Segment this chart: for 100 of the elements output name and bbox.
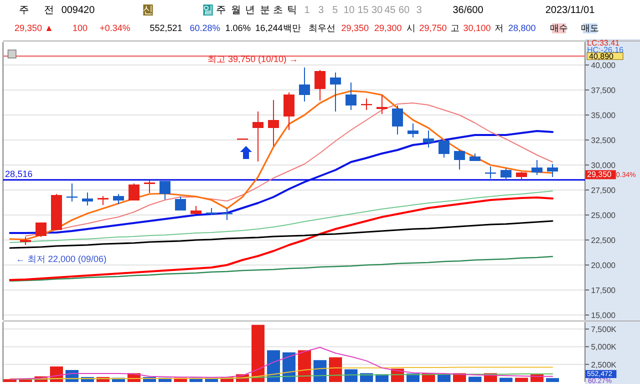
y-tick-label: 5,000K bbox=[591, 342, 618, 352]
bar bbox=[344, 369, 358, 382]
line-series bbox=[10, 190, 553, 243]
text: 36/600 bbox=[452, 5, 484, 16]
text: 2023/11/01 bbox=[545, 5, 596, 16]
text: 초 bbox=[273, 5, 283, 16]
candlestick bbox=[346, 82, 356, 110]
text: 월 bbox=[231, 5, 241, 16]
text: 1 bbox=[304, 5, 310, 16]
candlestick bbox=[547, 164, 558, 178]
text: 60.28% bbox=[190, 23, 220, 33]
text: HC:-26.16 bbox=[587, 46, 624, 54]
candlestick bbox=[252, 111, 264, 162]
text: 60 bbox=[398, 5, 410, 16]
line-series bbox=[9, 196, 554, 281]
candlestick bbox=[408, 123, 418, 138]
text: 5 bbox=[332, 5, 338, 16]
candlestick bbox=[36, 222, 46, 238]
text: 년 bbox=[245, 5, 255, 16]
bar bbox=[515, 378, 528, 382]
y-tick-label: 15,000 bbox=[591, 311, 616, 320]
candlestick bbox=[500, 168, 512, 180]
text: 552,521 bbox=[150, 23, 182, 33]
text: LC:33.41 bbox=[587, 38, 620, 48]
text: 고 bbox=[450, 23, 460, 33]
bar bbox=[298, 350, 311, 382]
y-tick-label: 2,500K bbox=[591, 360, 618, 370]
candlestick bbox=[423, 130, 434, 148]
candlestick bbox=[314, 70, 326, 101]
text: 15 bbox=[357, 5, 369, 16]
text: 28,800 bbox=[508, 23, 536, 33]
y-tick-label: 40,000 bbox=[591, 61, 616, 70]
candlestick bbox=[82, 192, 93, 206]
text: +0.34% bbox=[100, 23, 130, 33]
candlestick bbox=[532, 160, 542, 176]
text: 009420 bbox=[61, 5, 96, 16]
candlestick bbox=[144, 180, 155, 194]
text: 30,100 bbox=[463, 23, 491, 33]
text: 분 bbox=[260, 5, 270, 16]
text: 저 bbox=[494, 23, 504, 33]
candlestick bbox=[392, 105, 403, 135]
text: 주 bbox=[216, 5, 226, 16]
candlestick bbox=[175, 196, 186, 211]
text: 16,244백만 bbox=[255, 23, 301, 33]
y-tick-label: 25,000 bbox=[591, 211, 616, 220]
text: 29,350 ▲ bbox=[14, 23, 54, 33]
text: 신 bbox=[143, 5, 153, 16]
candlestick bbox=[284, 92, 294, 130]
candlestick bbox=[454, 150, 465, 170]
y-tick-label: 7,500K bbox=[591, 325, 618, 334]
text: 100 bbox=[72, 23, 88, 33]
y-tick-label: 35,000 bbox=[591, 111, 616, 120]
bar bbox=[314, 360, 326, 382]
line-series bbox=[10, 346, 553, 380]
text: 29,750 bbox=[419, 23, 447, 33]
candlestick bbox=[299, 67, 310, 102]
text: 주 bbox=[19, 5, 29, 16]
ref-line-label: 28,516 bbox=[5, 168, 33, 179]
line-series bbox=[10, 366, 553, 380]
y-tick-label: 37,500 bbox=[591, 86, 616, 95]
candlestick bbox=[330, 72, 341, 112]
text: 전 bbox=[44, 5, 54, 16]
text: 시 bbox=[406, 23, 416, 33]
line-series bbox=[9, 256, 554, 282]
candlestick bbox=[376, 94, 388, 114]
ref-line-label: 40,890 bbox=[589, 52, 614, 61]
y-tick-label: 32,500 bbox=[591, 136, 616, 145]
line-series bbox=[9, 220, 554, 249]
text: 10 bbox=[343, 5, 355, 16]
text: 45 bbox=[384, 5, 396, 16]
text: 29,300 bbox=[374, 23, 402, 33]
annotation: ← 최저 22,000 (09/06) bbox=[16, 254, 107, 264]
bar bbox=[546, 378, 559, 382]
annotation: 최고 39,750 (10/10) → bbox=[207, 54, 298, 64]
text: 29,350 bbox=[587, 170, 612, 179]
candlestick bbox=[268, 100, 279, 146]
bar bbox=[438, 374, 450, 382]
y-tick-label: 20,000 bbox=[591, 261, 616, 270]
text: 매수 bbox=[550, 23, 568, 33]
bar bbox=[500, 378, 512, 382]
bar bbox=[329, 357, 342, 382]
text: 1.06% bbox=[225, 23, 251, 33]
y-tick-label: 30,000 bbox=[591, 161, 616, 170]
y-tick-label: 22,500 bbox=[591, 236, 616, 245]
text: 29,350 bbox=[341, 23, 369, 33]
text: 30 bbox=[371, 5, 383, 16]
text: 3 bbox=[416, 5, 422, 16]
text: 틱 bbox=[287, 5, 297, 16]
bar bbox=[4, 379, 16, 382]
text: 3 bbox=[318, 5, 324, 16]
candlestick bbox=[438, 140, 450, 158]
candlestick bbox=[113, 194, 124, 204]
bar bbox=[468, 376, 482, 382]
bar bbox=[252, 324, 264, 382]
candlestick bbox=[128, 183, 140, 201]
text: 매도 bbox=[581, 23, 599, 33]
candlestick bbox=[160, 180, 170, 200]
y-tick-label: 17,500 bbox=[591, 286, 616, 295]
text: 최우선 bbox=[308, 23, 336, 33]
y-tick-label: 27,500 bbox=[591, 186, 616, 195]
